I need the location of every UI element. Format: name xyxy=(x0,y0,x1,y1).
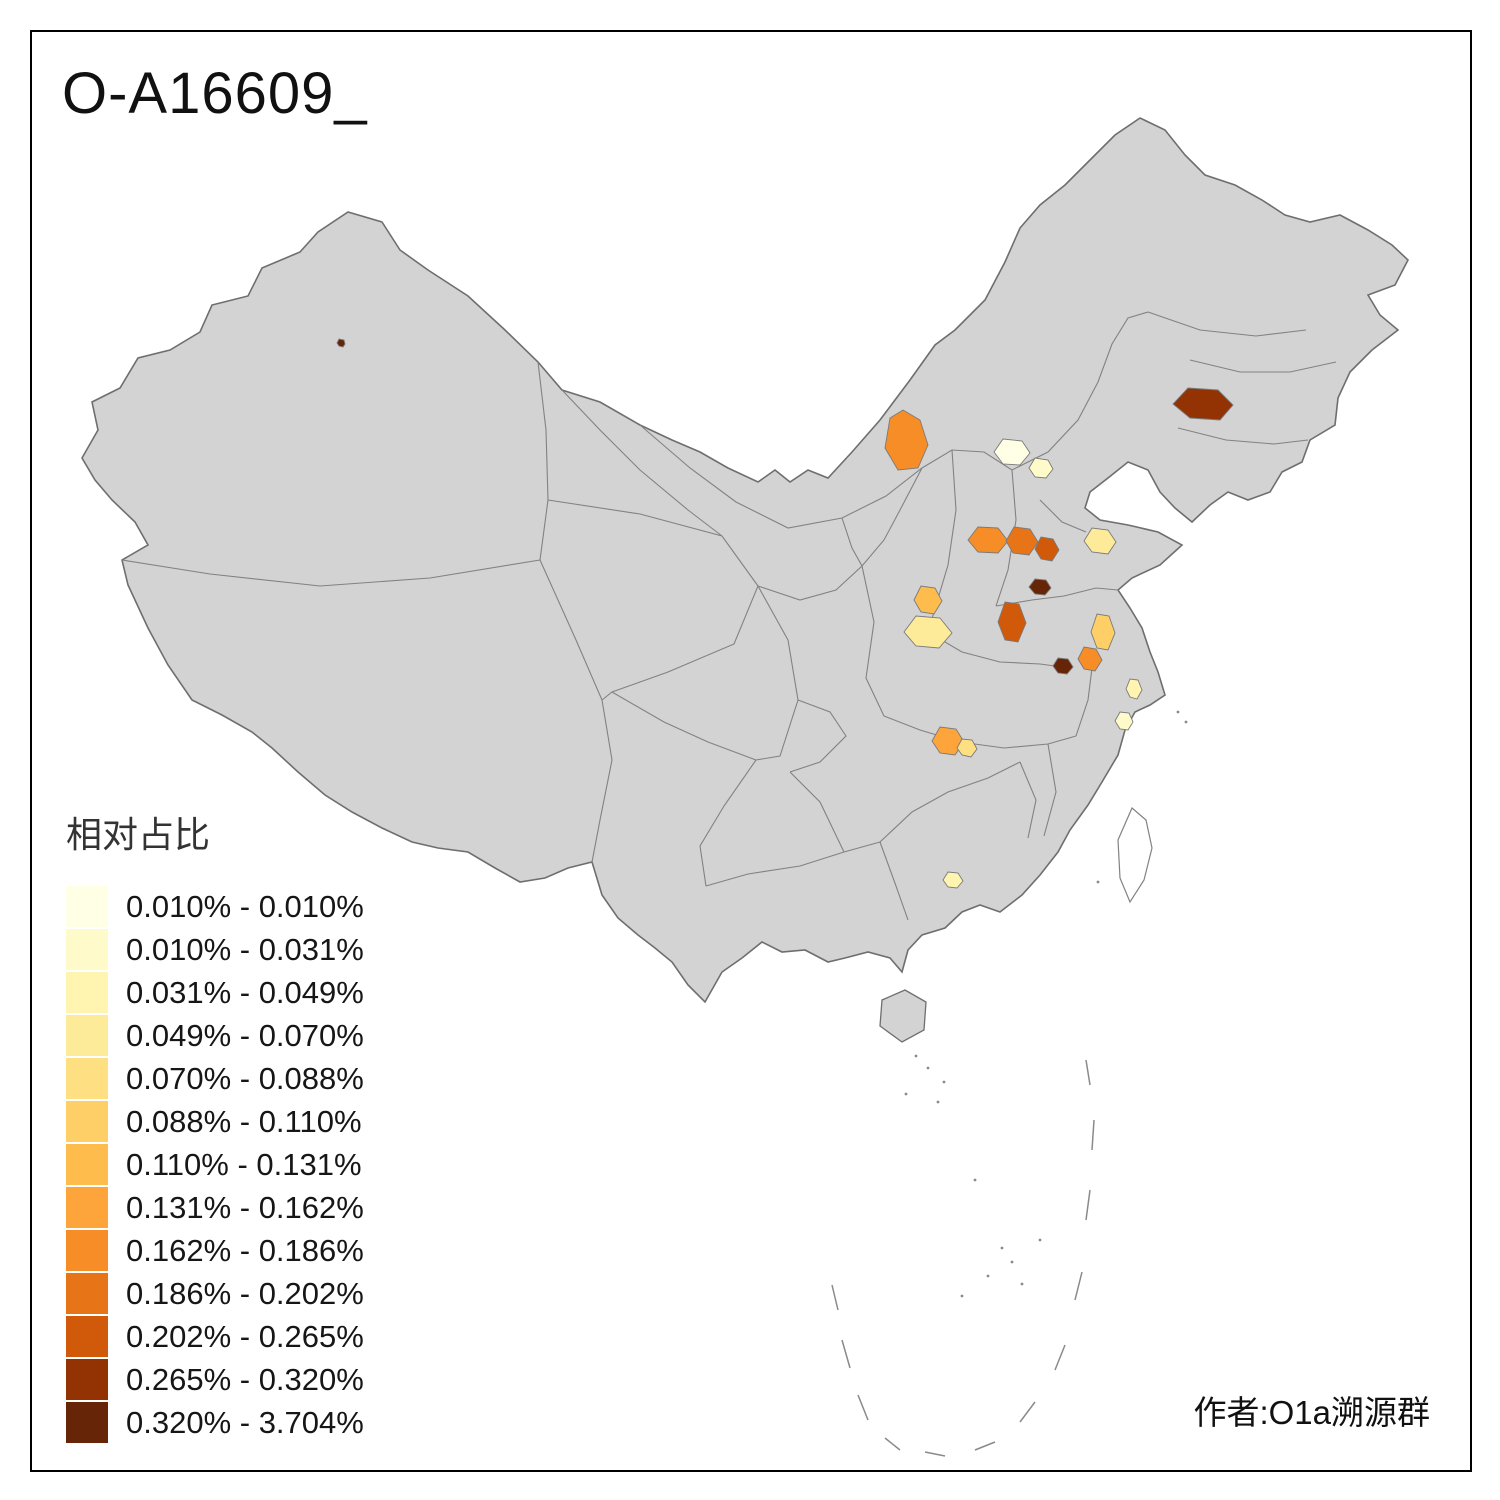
page-title: O-A16609_ xyxy=(62,61,368,126)
legend-swatch xyxy=(66,972,108,1013)
region-henan-central xyxy=(997,601,1027,643)
legend-swatch xyxy=(66,886,108,927)
legend-label: 0.265% - 0.320% xyxy=(126,1361,364,1397)
legend-label: 0.031% - 0.049% xyxy=(126,974,364,1010)
legend-swatch xyxy=(66,1230,108,1271)
legend-label: 0.202% - 0.265% xyxy=(126,1318,364,1354)
legend-swatch xyxy=(66,1187,108,1228)
legend-row: 0.162% - 0.186% xyxy=(66,1230,364,1271)
legend-label: 0.088% - 0.110% xyxy=(126,1103,362,1139)
legend-row: 0.031% - 0.049% xyxy=(66,972,364,1013)
legend-swatch xyxy=(66,1402,108,1443)
legend-swatch xyxy=(66,1316,108,1357)
legend-label: 0.162% - 0.186% xyxy=(126,1232,364,1268)
legend: 相对占比 0.010% - 0.010% 0.010% - 0.031% 0.0… xyxy=(66,806,364,1445)
legend-list: 0.010% - 0.010% 0.010% - 0.031% 0.031% -… xyxy=(66,886,364,1443)
legend-row: 0.110% - 0.131% xyxy=(66,1144,364,1185)
legend-label: 0.070% - 0.088% xyxy=(126,1060,364,1096)
legend-label: 0.010% - 0.031% xyxy=(126,931,364,967)
legend-row: 0.265% - 0.320% xyxy=(66,1359,364,1400)
region-guangdong-north xyxy=(942,871,964,889)
region-beijing-east xyxy=(1028,457,1054,479)
region-inner-mongolia xyxy=(884,409,929,471)
legend-swatch xyxy=(66,929,108,970)
legend-swatch xyxy=(66,1015,108,1056)
legend-row: 0.131% - 0.162% xyxy=(66,1187,364,1228)
legend-row: 0.049% - 0.070% xyxy=(66,1015,364,1056)
region-shaanxi-north xyxy=(913,585,943,615)
legend-row: 0.010% - 0.031% xyxy=(66,929,364,970)
colored-regions xyxy=(336,338,1234,889)
legend-label: 0.320% - 3.704% xyxy=(126,1404,364,1440)
legend-label: 0.186% - 0.202% xyxy=(126,1275,364,1311)
legend-swatch xyxy=(66,1101,108,1142)
region-guanzhong xyxy=(903,615,953,649)
legend-swatch xyxy=(66,1273,108,1314)
region-anhui-north xyxy=(1077,646,1103,672)
region-zhejiang-north xyxy=(1114,711,1134,731)
region-shanghai-area xyxy=(1125,678,1143,700)
legend-swatch xyxy=(66,1058,108,1099)
region-anhui-north-dark xyxy=(1052,657,1074,675)
islets xyxy=(904,710,1188,1298)
region-jiangsu-north xyxy=(1090,613,1116,651)
region-jilin xyxy=(1172,387,1234,421)
region-xinjiang-spot xyxy=(336,338,346,348)
hainan-island xyxy=(879,989,927,1043)
taiwan-island xyxy=(1117,807,1153,904)
legend-row: 0.186% - 0.202% xyxy=(66,1273,364,1314)
sea-dash-line xyxy=(831,1059,1095,1457)
legend-row: 0.070% - 0.088% xyxy=(66,1058,364,1099)
legend-swatch xyxy=(66,1359,108,1400)
legend-swatch xyxy=(66,1144,108,1185)
attribution: 作者:O1a溯源群 xyxy=(1193,1394,1430,1431)
region-shandong-east xyxy=(1083,527,1117,555)
legend-row: 0.320% - 3.704% xyxy=(66,1402,364,1443)
region-hubei-east xyxy=(956,738,978,758)
legend-row: 0.010% - 0.010% xyxy=(66,886,364,927)
legend-label: 0.110% - 0.131% xyxy=(126,1146,362,1182)
legend-label: 0.010% - 0.010% xyxy=(126,888,364,924)
legend-label: 0.049% - 0.070% xyxy=(126,1017,364,1053)
legend-row: 0.088% - 0.110% xyxy=(66,1101,364,1142)
region-beijing xyxy=(993,438,1031,466)
legend-row: 0.202% - 0.265% xyxy=(66,1316,364,1357)
region-shandong-sw xyxy=(1028,578,1052,596)
legend-label: 0.131% - 0.162% xyxy=(126,1189,364,1225)
china-mainland xyxy=(81,117,1409,1004)
legend-title: 相对占比 xyxy=(66,814,211,855)
region-shandong-west-2 xyxy=(1034,536,1060,562)
